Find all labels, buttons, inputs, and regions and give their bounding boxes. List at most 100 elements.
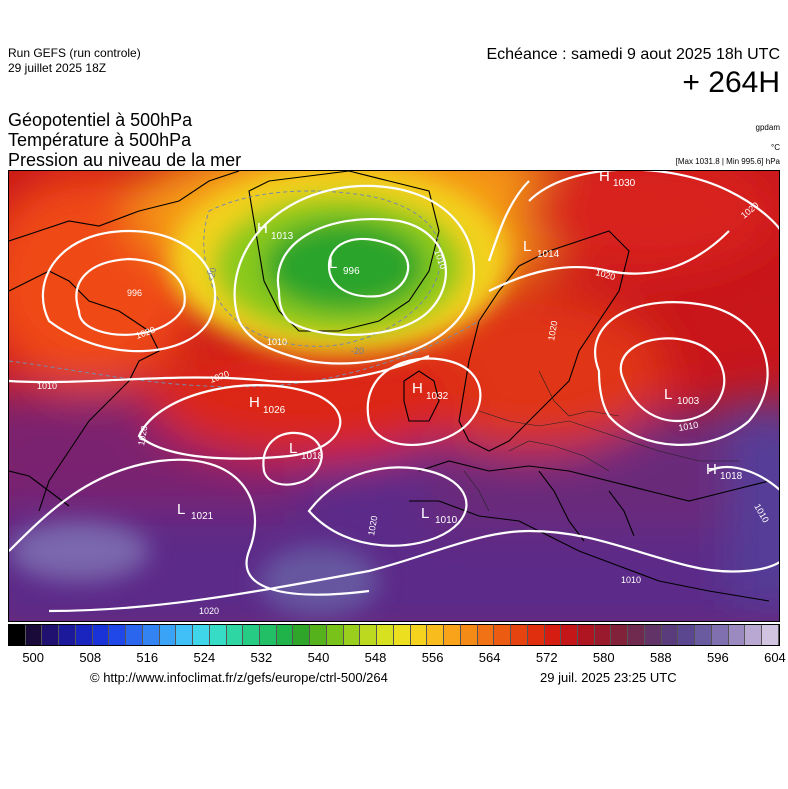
color-swatch (628, 625, 645, 645)
pressure-centers: H 1013 L 996 H 1030 L 1014 H 1026 H 1032 L 1018… (177, 171, 743, 526)
isobar-label: 1010 (267, 337, 287, 347)
param-temperature: Température à 500hPa (8, 130, 192, 150)
scale-tick-label: 516 (136, 650, 159, 665)
svg-text:H: H (706, 461, 717, 478)
run-date: 29 juillet 2025 18Z (8, 61, 107, 75)
svg-text:H: H (249, 394, 260, 411)
svg-text:L: L (289, 440, 297, 457)
color-swatch (42, 625, 60, 645)
color-swatch (360, 625, 378, 645)
color-swatch (410, 625, 428, 645)
color-swatch (377, 625, 394, 645)
isobar-label: 1020 (366, 515, 379, 536)
svg-text:L: L (664, 386, 672, 403)
svg-text:1018: 1018 (720, 471, 743, 482)
pressure-center: H 1026 (249, 394, 286, 416)
color-swatch (326, 625, 344, 645)
svg-text:1014: 1014 (537, 249, 560, 260)
color-swatch (176, 625, 194, 645)
source-credit: © http://www.infoclimat.fr/z/gefs/europe… (90, 670, 388, 685)
svg-text:1032: 1032 (426, 391, 449, 402)
param-geopotential: Géopotentiel à 500hPa (8, 110, 193, 130)
color-swatch (577, 625, 595, 645)
color-swatch (75, 625, 93, 645)
isobar-label: 1020 (136, 425, 149, 446)
color-swatch (494, 625, 512, 645)
svg-text:H: H (257, 220, 268, 237)
unit-pressure: [Max 1031.8 | Min 995.6] hPa (675, 157, 780, 166)
weather-map: H 1013 L 996 H 1030 L 1014 H 1026 H 1032 L 1018… (8, 170, 780, 622)
scale-tick-label: 508 (79, 650, 102, 665)
color-swatch (293, 625, 311, 645)
color-swatch (511, 625, 528, 645)
color-swatch (427, 625, 445, 645)
isobar-label: 1010 (678, 420, 699, 433)
pressure-center: L 1021 (177, 501, 214, 522)
color-swatch (109, 625, 127, 645)
isobar-label: 1010 (37, 381, 57, 391)
param-pressure: Pression au niveau de la mer (8, 150, 242, 170)
color-swatch (393, 625, 411, 645)
color-scale-ticks: 500 508 516 524 532 540 548 556 564 572 580 588 596 6… (8, 650, 785, 666)
color-swatch (226, 625, 244, 645)
color-swatch (276, 625, 294, 645)
color-swatch (59, 625, 76, 645)
isobar-label: 1010 (621, 575, 641, 585)
pressure-center: L 1003 (664, 386, 700, 407)
isotherm-label: -20 (206, 267, 218, 282)
generation-time: 29 juil. 2025 23:25 UTC (540, 670, 677, 685)
svg-text:H: H (599, 171, 610, 185)
svg-text:L: L (421, 505, 429, 522)
color-scale (8, 624, 780, 646)
scale-tick-label: 524 (193, 650, 216, 665)
svg-text:H: H (412, 380, 423, 397)
svg-text:L: L (329, 255, 337, 272)
scale-tick-label: 548 (364, 650, 387, 665)
isotherm-label: -20 (351, 346, 364, 356)
color-swatch (92, 625, 110, 645)
color-swatch (310, 625, 327, 645)
color-swatch (762, 625, 779, 645)
color-swatch (745, 625, 763, 645)
scale-tick-label: 532 (250, 650, 273, 665)
svg-text:1003: 1003 (677, 396, 700, 407)
isotherm-labels: -20 -20 (206, 267, 364, 356)
scale-tick-label: 588 (649, 650, 672, 665)
scale-tick-label: 556 (421, 650, 444, 665)
color-swatch (159, 625, 177, 645)
color-swatch (644, 625, 662, 645)
color-swatch (477, 625, 495, 645)
scale-tick-label: 596 (707, 650, 729, 665)
pressure-center: H 1013 (257, 220, 294, 242)
unit-geopotential: gpdam (755, 123, 780, 132)
color-swatch (193, 625, 210, 645)
color-swatch (343, 625, 361, 645)
scale-tick-label: 572 (535, 650, 558, 665)
color-swatch (209, 625, 227, 645)
scale-tick-label: 604 (764, 650, 786, 665)
color-swatch (711, 625, 729, 645)
color-swatch (9, 625, 26, 645)
scale-tick-label: 540 (307, 650, 330, 665)
color-swatch (695, 625, 712, 645)
scale-tick-label: 564 (478, 650, 501, 665)
color-swatch (444, 625, 461, 645)
svg-text:L: L (177, 501, 185, 518)
isobar-label: 1020 (199, 606, 219, 616)
pressure-center: L 996 (329, 255, 360, 277)
color-swatch (142, 625, 160, 645)
color-swatch (243, 625, 261, 645)
color-swatch (544, 625, 562, 645)
coastlines (9, 171, 770, 602)
svg-text:1010: 1010 (435, 515, 458, 526)
color-swatch (260, 625, 277, 645)
svg-text:1021: 1021 (191, 511, 214, 522)
svg-text:L: L (523, 238, 531, 255)
pressure-center: L 1010 (421, 505, 458, 526)
svg-text:1030: 1030 (613, 178, 636, 189)
pressure-center: H 1030 (599, 171, 636, 189)
color-swatch (126, 625, 143, 645)
color-swatch (25, 625, 43, 645)
svg-text:1018: 1018 (301, 451, 324, 462)
color-swatch (527, 625, 545, 645)
